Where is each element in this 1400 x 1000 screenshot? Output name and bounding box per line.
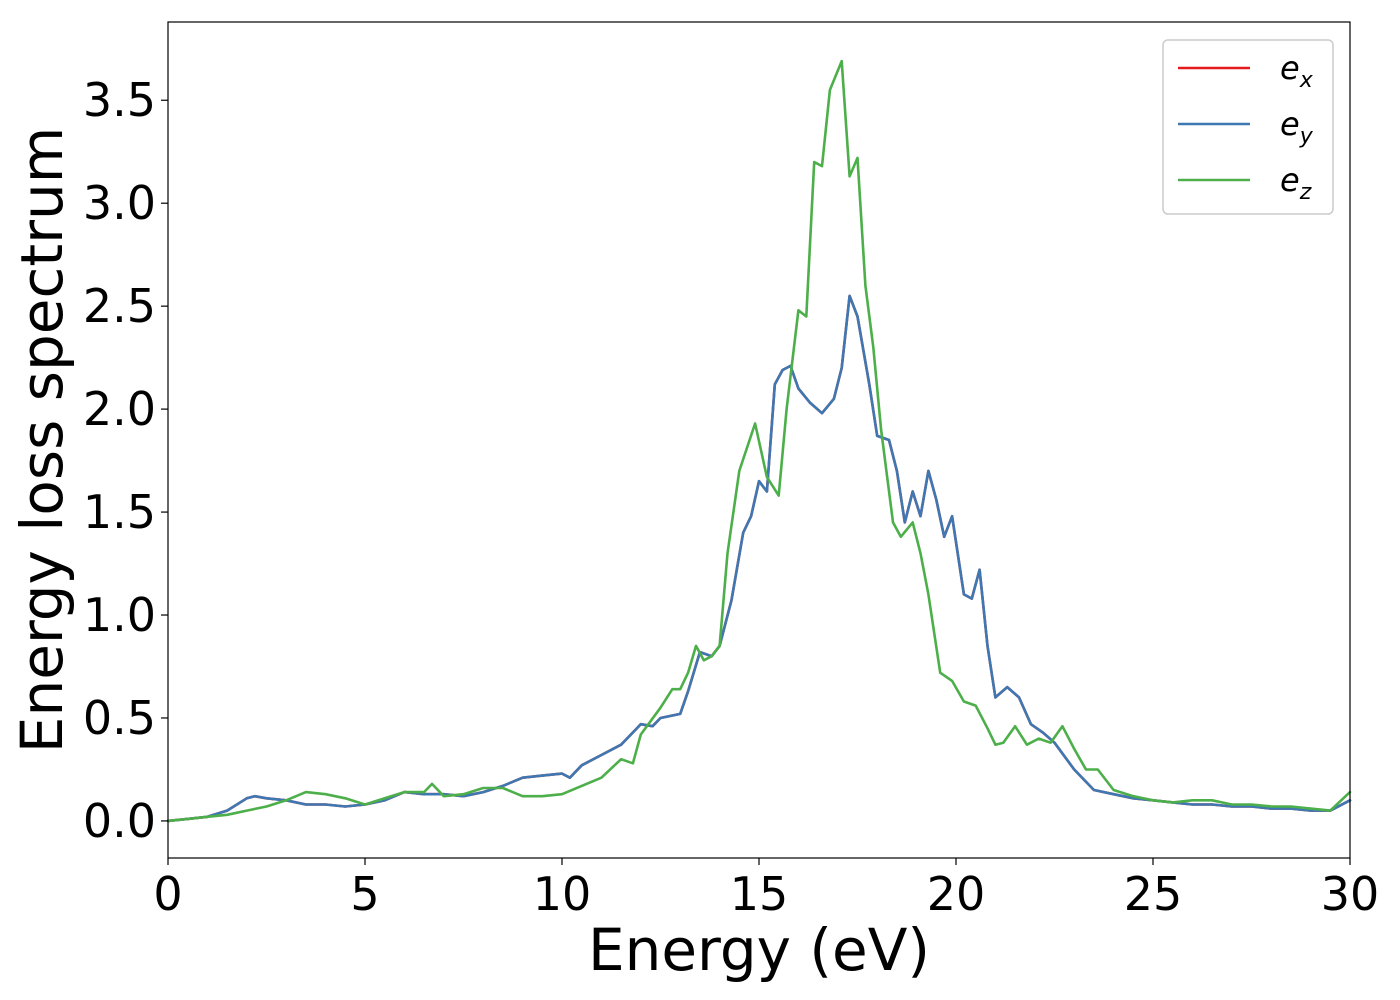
y-tick-label: 2.0 <box>83 382 156 436</box>
x-axis-label: Energy (eV) <box>588 916 930 984</box>
y-tick-label: 1.0 <box>83 588 156 642</box>
x-tick-label: 30 <box>1321 867 1380 921</box>
x-tick-label: 0 <box>153 867 182 921</box>
y-axis: 0.0 0.5 1.0 1.5 2.0 2.5 3.0 3.5 <box>83 73 168 848</box>
x-tick-label: 10 <box>533 867 592 921</box>
y-tick-label: 3.5 <box>83 73 156 127</box>
x-tick-label: 5 <box>350 867 379 921</box>
y-tick-label: 0.5 <box>83 691 156 745</box>
legend-label-y: ey <box>1280 105 1314 149</box>
y-tick-label: 3.0 <box>83 176 156 230</box>
x-tick-label: 25 <box>1124 867 1183 921</box>
series-layer <box>166 59 1352 823</box>
legend-label-z: ez <box>1280 161 1312 205</box>
y-tick-label: 0.0 <box>83 794 156 848</box>
x-tick-label: 20 <box>927 867 986 921</box>
legend: ex ey ez <box>1162 39 1334 215</box>
y-tick-label: 2.5 <box>83 279 156 333</box>
x-axis: 0 5 10 15 20 25 30 <box>153 858 1379 921</box>
series-line-y <box>166 294 1352 823</box>
x-tick-label: 15 <box>730 867 789 921</box>
y-axis-label: Energy loss spectrum <box>8 127 76 753</box>
series-line-z <box>166 59 1352 823</box>
y-tick-label: 1.5 <box>83 485 156 539</box>
legend-box <box>1162 39 1334 215</box>
legend-label-x: ex <box>1280 49 1314 93</box>
